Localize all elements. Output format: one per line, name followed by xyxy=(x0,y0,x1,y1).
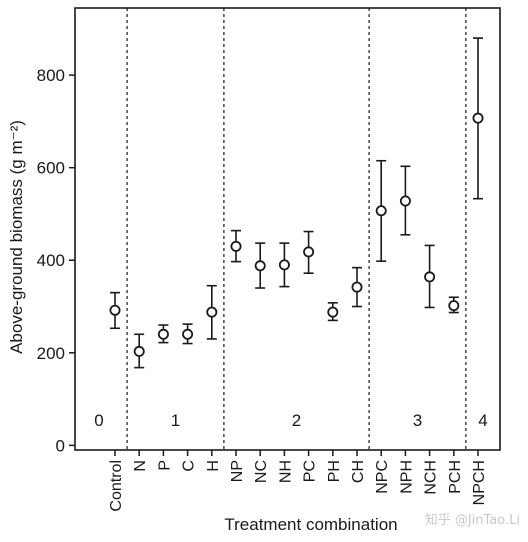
x-tick-label: P xyxy=(156,460,173,471)
data-point xyxy=(399,195,411,207)
data-point xyxy=(206,306,218,318)
x-tick-label: NH xyxy=(277,460,294,483)
x-tick-label: NC xyxy=(253,460,270,483)
data-point xyxy=(182,328,194,340)
data-point xyxy=(278,259,290,271)
data-point xyxy=(327,306,339,318)
x-tick-label: NCH xyxy=(423,460,440,495)
data-point xyxy=(472,112,484,124)
y-tick-label: 800 xyxy=(37,66,65,85)
group-label: 4 xyxy=(478,411,487,430)
y-tick-label: 200 xyxy=(37,344,65,363)
group-label: 2 xyxy=(292,411,301,430)
x-tick-label: NPCH xyxy=(471,460,488,505)
watermark: 知乎 @JinTao.Li xyxy=(424,513,520,528)
x-tick-label: C xyxy=(181,460,198,472)
data-point xyxy=(133,345,145,357)
y-tick-label: 0 xyxy=(56,436,65,455)
x-tick-label: PH xyxy=(326,460,343,482)
group-labels: 0 1 2 3 4 xyxy=(94,411,487,430)
x-tick-label: PC xyxy=(302,460,319,482)
data-point xyxy=(157,328,169,340)
y-axis: 0 200 400 600 800 xyxy=(37,66,75,455)
x-axis: Control N P C H NP NC NH PC PH CH NPC NPH NCH PCH NPCH xyxy=(108,450,488,512)
data-point xyxy=(375,205,387,217)
y-tick-label: 400 xyxy=(37,251,65,270)
group-label: 1 xyxy=(171,411,180,430)
y-tick-label: 600 xyxy=(37,159,65,178)
data-point xyxy=(424,271,436,283)
data-marks xyxy=(109,37,484,369)
data-point xyxy=(230,240,242,252)
data-point xyxy=(303,246,315,258)
data-point xyxy=(254,260,266,272)
x-tick-label: CH xyxy=(350,460,367,483)
plot-frame xyxy=(74,7,501,451)
x-tick-label: PCH xyxy=(447,460,464,494)
group-label: 0 xyxy=(94,411,103,430)
x-tick-label: N xyxy=(132,460,149,472)
group-label: 3 xyxy=(413,411,422,430)
x-axis-label: Treatment combination xyxy=(224,515,397,534)
x-tick-label: Control xyxy=(108,460,125,512)
x-tick-label: NPC xyxy=(374,460,391,494)
data-point xyxy=(109,304,121,316)
data-point xyxy=(448,300,460,312)
data-point xyxy=(351,281,363,293)
y-axis-label: Above-ground biomass (g m⁻²) xyxy=(7,120,26,354)
x-tick-label: NPH xyxy=(398,460,415,494)
x-tick-label: H xyxy=(205,460,222,472)
x-tick-label: NP xyxy=(229,460,246,482)
group-dividers xyxy=(126,8,467,450)
